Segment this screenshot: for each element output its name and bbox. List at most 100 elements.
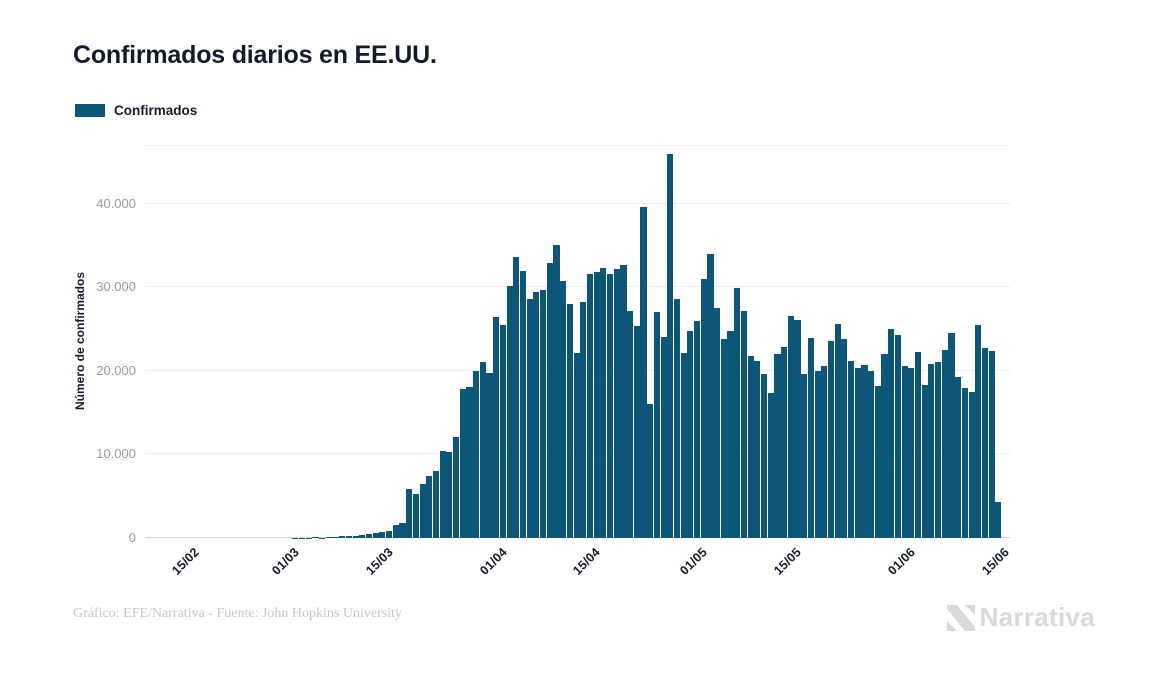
bar[interactable] [499,325,506,538]
bar[interactable] [821,366,828,538]
bar[interactable] [908,368,915,538]
bar[interactable] [734,287,741,538]
bar[interactable] [861,365,868,538]
bar[interactable] [961,388,968,538]
bar[interactable] [620,265,627,538]
bar[interactable] [720,339,727,538]
bar[interactable] [426,475,433,538]
bar[interactable] [888,329,895,538]
bar[interactable] [667,154,674,538]
bar[interactable] [339,536,346,538]
bar[interactable] [975,324,982,538]
bar[interactable] [841,339,848,538]
bar[interactable] [486,372,493,538]
bar[interactable] [935,362,942,538]
bar[interactable] [921,384,928,538]
bar[interactable] [968,391,975,538]
bar[interactable] [553,245,560,538]
bar[interactable] [827,341,835,538]
bar[interactable] [948,333,955,538]
bar[interactable] [513,257,520,538]
bar[interactable] [466,386,473,538]
bar[interactable] [901,365,908,538]
bar[interactable] [352,535,359,538]
bar[interactable] [647,404,654,538]
bar[interactable] [760,374,768,538]
bar[interactable] [653,311,660,538]
bar[interactable] [540,290,547,538]
bar[interactable] [493,317,500,538]
bar[interactable] [854,367,861,538]
bar[interactable] [319,537,326,538]
bar[interactable] [894,335,902,538]
bar[interactable] [941,350,948,538]
bar[interactable] [606,273,614,538]
bar[interactable] [593,271,600,538]
bar[interactable] [714,307,721,538]
bar[interactable] [533,291,540,538]
bar[interactable] [727,330,734,538]
bar[interactable] [801,374,808,538]
bar[interactable] [446,451,453,538]
bar[interactable] [834,323,841,538]
bar[interactable] [754,360,761,538]
bar[interactable] [580,302,587,538]
bar[interactable] [680,352,687,538]
legend[interactable]: Confirmados [75,103,197,118]
bar[interactable] [325,537,332,538]
bar[interactable] [372,533,379,538]
bar[interactable] [868,370,875,538]
bar[interactable] [928,364,935,538]
bar[interactable] [781,347,788,538]
bar[interactable] [787,316,794,538]
bar[interactable] [573,352,580,538]
bar[interactable] [412,494,419,538]
bar[interactable] [379,531,386,538]
bar[interactable] [365,533,373,538]
bar[interactable] [981,348,989,538]
bar[interactable] [586,274,594,538]
bar[interactable] [767,392,774,538]
bar[interactable] [700,278,707,538]
bar[interactable] [600,268,607,538]
bar[interactable] [359,535,366,538]
bar[interactable] [399,522,406,538]
bar[interactable] [707,254,714,538]
bar[interactable] [519,271,527,538]
bar[interactable] [459,389,466,538]
bar[interactable] [747,356,754,538]
bar[interactable] [627,311,634,538]
bar[interactable] [406,488,413,538]
bar[interactable] [814,370,821,538]
bar[interactable] [386,530,393,538]
bar[interactable] [439,451,446,538]
bar[interactable] [345,535,352,538]
bar[interactable] [452,436,460,538]
bar[interactable] [473,370,480,538]
bar[interactable] [794,320,801,538]
bar[interactable] [526,299,533,538]
bar[interactable] [432,470,440,538]
bar[interactable] [640,207,647,538]
bar[interactable] [740,311,748,538]
bar[interactable] [774,353,781,538]
bar[interactable] [687,331,694,538]
bar[interactable] [694,320,701,538]
bar[interactable] [633,326,640,538]
bar[interactable] [673,298,681,538]
bar[interactable] [914,351,922,538]
bar[interactable] [613,269,620,538]
bar[interactable] [419,484,426,538]
bar[interactable] [546,262,553,538]
bar[interactable] [312,537,319,538]
bar[interactable] [392,524,399,538]
bar[interactable] [560,281,567,538]
bar[interactable] [660,337,667,538]
bar[interactable] [332,537,339,538]
bar[interactable] [506,286,513,538]
bar[interactable] [479,362,486,538]
bar[interactable] [995,501,1002,538]
bar[interactable] [807,337,814,538]
bar[interactable] [955,377,962,538]
bar[interactable] [881,354,888,538]
